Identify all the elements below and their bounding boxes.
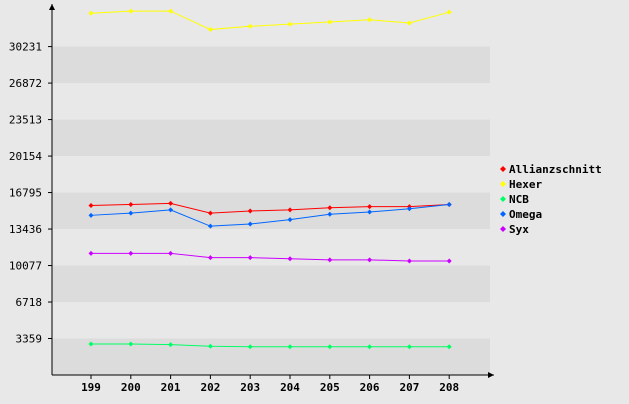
grid-band	[52, 266, 490, 302]
data-point	[208, 27, 213, 32]
legend-label: Omega	[509, 208, 542, 221]
x-tick-label: 202	[200, 381, 220, 394]
y-tick-label: 26872	[9, 77, 42, 90]
data-point	[327, 19, 332, 24]
data-point	[128, 9, 133, 14]
data-point	[367, 257, 372, 262]
legend-marker	[500, 166, 506, 172]
data-point	[248, 24, 253, 29]
data-point	[407, 21, 412, 26]
data-point	[407, 258, 412, 263]
legend-marker	[500, 226, 506, 232]
data-point	[168, 9, 173, 14]
y-axis-arrow	[49, 4, 55, 10]
y-tick-label: 23513	[9, 114, 42, 127]
data-point	[288, 22, 293, 27]
y-tick-label: 6718	[16, 296, 43, 309]
y-tick-label: 13436	[9, 223, 42, 236]
x-tick-label: 207	[399, 381, 419, 394]
x-tick-label: 199	[81, 381, 101, 394]
legend-label: NCB	[509, 193, 529, 206]
x-tick-label: 203	[240, 381, 260, 394]
data-point	[447, 10, 452, 15]
grid-band	[52, 120, 490, 156]
series-line	[91, 11, 449, 29]
x-tick-label: 204	[280, 381, 300, 394]
data-point	[367, 17, 372, 22]
legend-marker	[500, 211, 506, 217]
y-tick-label: 10077	[9, 260, 42, 273]
series-line	[91, 253, 449, 261]
legend-marker	[500, 196, 506, 202]
legend-label: Allianzschnitt	[509, 163, 602, 176]
data-point	[208, 255, 213, 260]
x-tick-label: 205	[320, 381, 340, 394]
data-point	[168, 251, 173, 256]
x-axis-arrow	[488, 372, 494, 378]
data-point	[327, 257, 332, 262]
data-point	[447, 258, 452, 263]
x-tick-label: 200	[121, 381, 141, 394]
x-tick-label: 206	[360, 381, 380, 394]
y-tick-label: 3359	[16, 333, 43, 346]
data-point	[248, 255, 253, 260]
grid-band	[52, 47, 490, 83]
y-tick-label: 20154	[9, 150, 42, 163]
x-tick-label: 201	[161, 381, 181, 394]
legend-label: Hexer	[509, 178, 542, 191]
y-tick-label: 16795	[9, 187, 42, 200]
data-point	[89, 11, 94, 16]
x-tick-label: 208	[439, 381, 459, 394]
legend-marker	[500, 181, 506, 187]
data-point	[288, 256, 293, 261]
data-point	[89, 251, 94, 256]
legend-label: Syx	[509, 223, 529, 236]
data-point	[128, 251, 133, 256]
y-tick-label: 30231	[9, 41, 42, 54]
